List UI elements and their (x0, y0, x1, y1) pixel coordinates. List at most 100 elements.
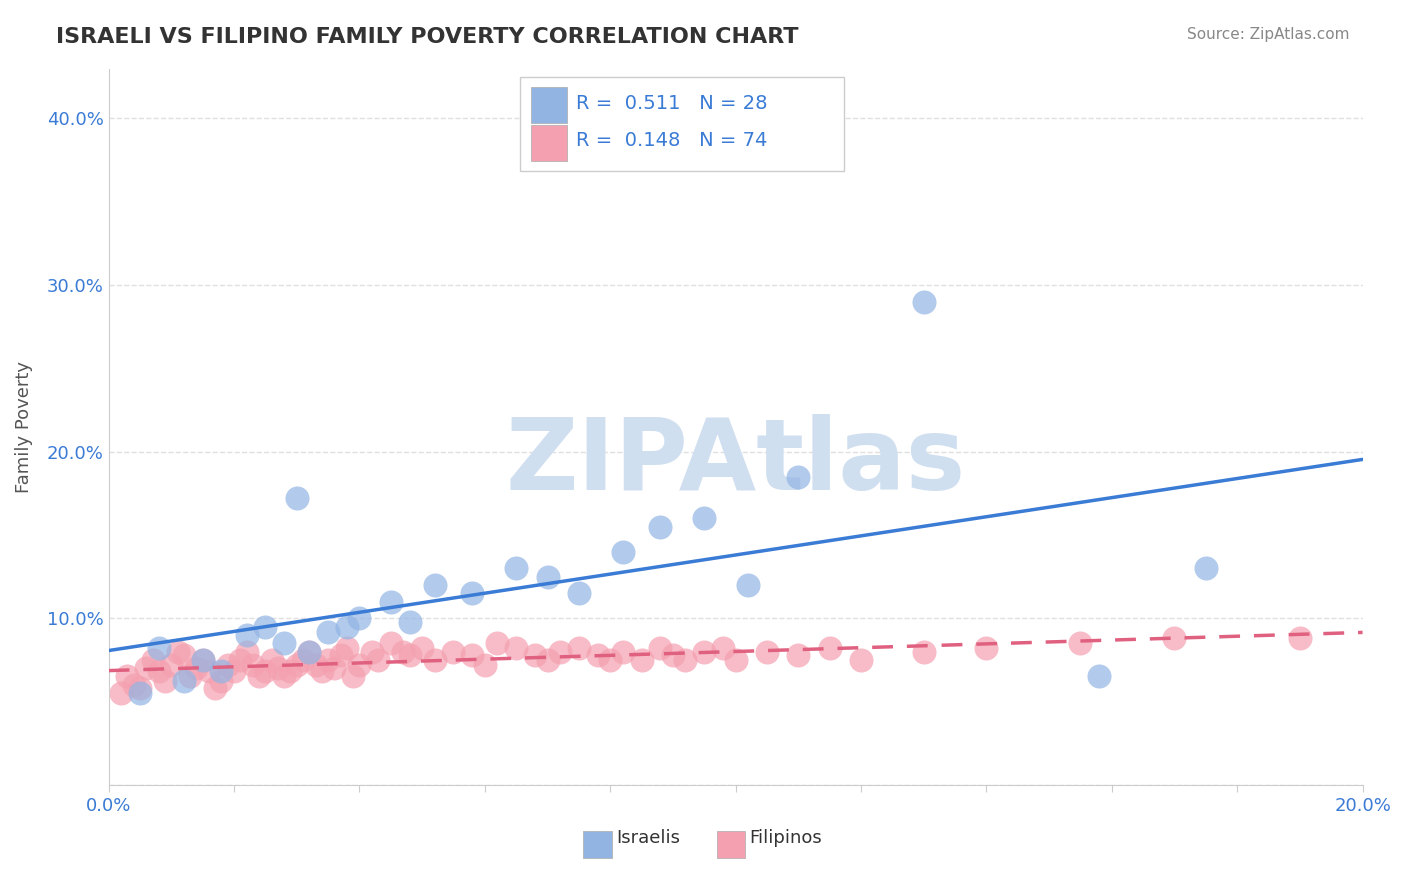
Point (711, 641, 734, 656)
Point (110, 686, 132, 700)
Point (285, 491, 308, 506)
Point (548, 644, 571, 658)
Point (505, 561, 527, 575)
Point (304, 657, 326, 672)
Point (329, 648, 352, 662)
Point (461, 586, 484, 600)
Point (650, 641, 672, 656)
Point (474, 657, 496, 672)
Point (662, 648, 685, 662)
Point (148, 665, 170, 679)
Y-axis label: Family Poverty: Family Poverty (15, 360, 32, 492)
Point (392, 644, 415, 658)
Point (912, 294, 935, 309)
Point (818, 641, 841, 656)
Point (755, 644, 778, 658)
Point (211, 674, 233, 689)
Point (323, 661, 346, 675)
Point (912, 644, 935, 658)
Point (349, 657, 371, 672)
Point (204, 681, 226, 695)
Point (291, 653, 314, 667)
Point (398, 615, 420, 629)
Point (1163, 631, 1185, 645)
Point (630, 653, 652, 667)
Point (316, 653, 339, 667)
Point (117, 669, 139, 683)
Point (336, 641, 359, 656)
Point (191, 653, 214, 667)
Point (267, 661, 290, 675)
Point (787, 469, 810, 483)
Point (254, 665, 277, 679)
Point (398, 648, 420, 662)
Point (1069, 636, 1091, 650)
Point (316, 624, 339, 639)
Point (153, 674, 176, 689)
Point (1289, 631, 1312, 645)
Text: Source: ZipAtlas.com: Source: ZipAtlas.com (1187, 27, 1350, 42)
Point (486, 636, 509, 650)
Point (242, 657, 264, 672)
Point (675, 653, 697, 667)
Text: ZIPAtlas: ZIPAtlas (506, 414, 966, 511)
Point (336, 619, 359, 633)
Point (423, 578, 446, 592)
Point (693, 644, 716, 658)
Point (122, 678, 145, 692)
Point (737, 578, 759, 592)
Point (160, 657, 183, 672)
Point (285, 657, 308, 672)
Point (217, 657, 239, 672)
Point (536, 569, 558, 583)
Text: ISRAELI VS FILIPINO FAMILY POVERTY CORRELATION CHART: ISRAELI VS FILIPINO FAMILY POVERTY CORRE… (56, 27, 799, 46)
Point (586, 648, 609, 662)
Text: R =  0.511   N = 28: R = 0.511 N = 28 (576, 94, 768, 112)
Point (254, 619, 277, 633)
Point (568, 641, 591, 656)
Point (411, 641, 433, 656)
Point (693, 511, 716, 525)
Point (342, 669, 364, 683)
Point (247, 669, 270, 683)
Point (298, 644, 321, 658)
Point (179, 669, 201, 683)
Point (229, 653, 252, 667)
Point (599, 653, 621, 667)
Point (173, 648, 195, 662)
Point (298, 644, 321, 658)
Point (141, 653, 163, 667)
Point (273, 636, 295, 650)
Point (235, 644, 257, 658)
Point (198, 665, 221, 679)
Point (612, 544, 634, 558)
Point (523, 648, 546, 662)
Point (260, 653, 283, 667)
Point (311, 665, 333, 679)
Point (568, 586, 591, 600)
Point (724, 653, 747, 667)
Point (1088, 669, 1111, 683)
Point (380, 636, 402, 650)
Text: R =  0.148   N = 74: R = 0.148 N = 74 (576, 131, 768, 150)
Point (148, 641, 170, 656)
Point (235, 628, 257, 642)
Point (423, 653, 446, 667)
Point (380, 594, 402, 608)
Point (273, 669, 295, 683)
Text: Filipinos: Filipinos (749, 830, 823, 847)
Point (280, 665, 302, 679)
Point (505, 641, 527, 656)
Point (650, 519, 672, 533)
Point (222, 665, 245, 679)
Point (166, 644, 188, 658)
Point (191, 653, 214, 667)
Point (211, 665, 233, 679)
Point (1195, 561, 1218, 575)
Point (135, 661, 157, 675)
Point (173, 674, 195, 689)
Point (361, 644, 384, 658)
Point (612, 644, 634, 658)
Point (849, 653, 872, 667)
Point (129, 686, 152, 700)
